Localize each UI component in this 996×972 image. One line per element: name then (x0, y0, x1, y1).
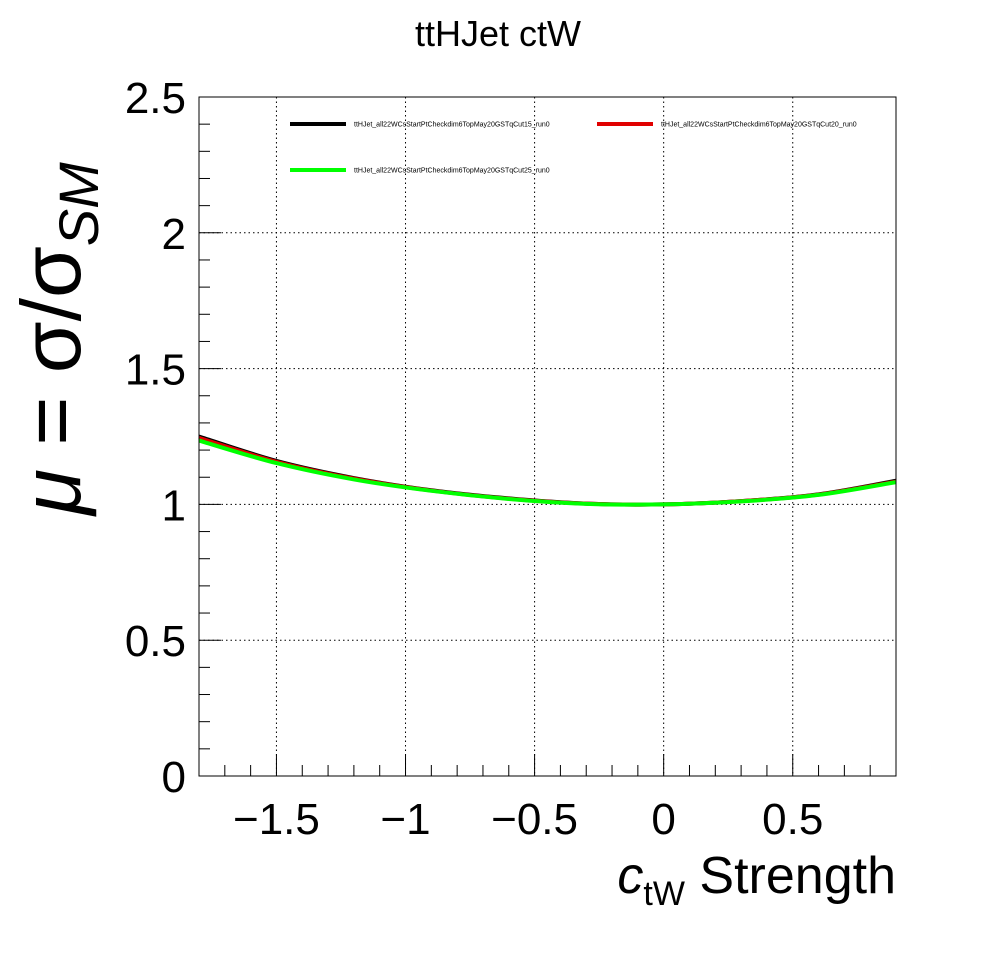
x-axis-label-rest: Strength (685, 847, 896, 905)
y-tick-label: 2 (162, 210, 186, 259)
chart-title: ttHJet ctW (415, 13, 581, 54)
legend: ttHJet_all22WCsStartPtCheckdim6TopMay20G… (290, 122, 857, 175)
x-tick-label: −0.5 (491, 795, 578, 844)
legend-label: ttHJet_all22WCsStartPtCheckdim6TopMay20G… (661, 122, 857, 129)
y-tick-label: 1 (162, 481, 186, 530)
y-tick-labels: 0 0.5 1 1.5 2 2.5 (125, 74, 186, 802)
y-tick-label: 2.5 (125, 74, 186, 123)
x-tick-labels: −1.5 −1 −0.5 0 0.5 (233, 795, 823, 844)
x-axis-label-main: c (617, 847, 643, 905)
series-lines (198, 434, 897, 507)
x-axis-label: ctW Strength (617, 847, 896, 913)
y-tick-label: 0 (162, 753, 186, 802)
legend-entry-3: ttHJet_all22WCsStartPtCheckdim6TopMay20G… (290, 168, 550, 175)
x-tick-label: 0 (651, 795, 675, 844)
y-axis-label-eq: = σ/σ (4, 246, 98, 469)
x-tick-label: −1.5 (233, 795, 320, 844)
plot-frame (198, 96, 897, 777)
grid-lines (199, 97, 896, 776)
x-axis-label-sub: tW (643, 875, 685, 913)
legend-label: ttHJet_all22WCsStartPtCheckdim6TopMay20G… (354, 168, 550, 175)
legend-entry-1: ttHJet_all22WCsStartPtCheckdim6TopMay20G… (290, 122, 550, 129)
series-line-3 (198, 438, 897, 507)
legend-entry-2: ttHJet_all22WCsStartPtCheckdim6TopMay20G… (597, 122, 857, 129)
y-axis-label: μ = σ/σSM (4, 162, 110, 517)
x-tick-label: 0.5 (762, 795, 823, 844)
y-axis-label-sub: SM (47, 162, 110, 246)
x-tick-label: −1 (380, 795, 430, 844)
axis-ticks (198, 96, 897, 777)
y-tick-label: 1.5 (125, 346, 186, 395)
y-axis-label-mu: μ (4, 469, 98, 517)
legend-label: ttHJet_all22WCsStartPtCheckdim6TopMay20G… (354, 122, 550, 129)
y-tick-label: 0.5 (125, 617, 186, 666)
